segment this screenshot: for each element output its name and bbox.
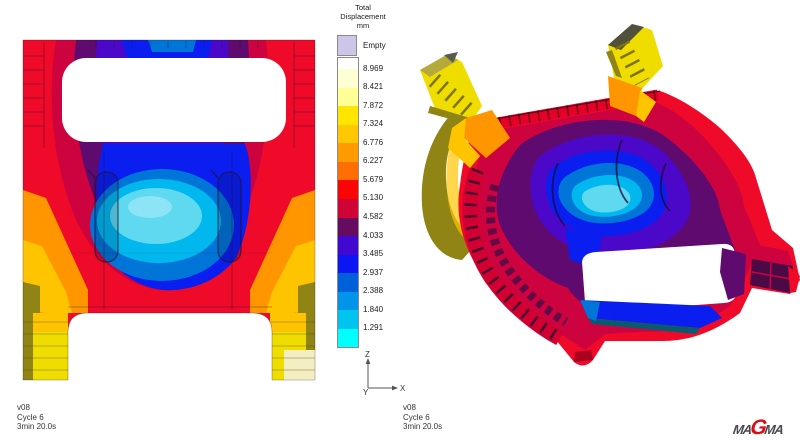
legend-band: [338, 106, 358, 125]
legend-value-label: 5.679: [363, 174, 384, 184]
front-leg-rib-lines: [23, 321, 315, 371]
axis-y-label: Y: [363, 388, 369, 397]
legend-band: [338, 291, 358, 311]
iso-horseshoe-band: [462, 167, 564, 346]
legend-band: [338, 273, 358, 292]
magma-logo: MA G MA: [732, 410, 798, 439]
front-window-opening: [62, 58, 286, 142]
legend-value-label: 4.033: [363, 230, 384, 240]
axis-x-label: X: [400, 384, 405, 393]
legend-band: [338, 180, 358, 199]
iso-junction-orange-left: [464, 110, 510, 158]
front-rib-lines: [23, 41, 315, 310]
iso-window-opening: [582, 243, 737, 312]
legend-value-label: 8.969: [363, 63, 384, 73]
iso-left-rim: [421, 110, 480, 260]
iso-right-pillar: [720, 248, 746, 300]
legend-band: [338, 254, 358, 274]
iso-window-sill-blue: [580, 300, 722, 328]
legend-band: [338, 143, 358, 162]
legend-empty-label: Empty: [363, 41, 386, 50]
iso-foot-front: [574, 350, 593, 362]
iso-view-caption: v08 Cycle 6 3min 20.0s: [403, 403, 443, 431]
legend-band: [338, 236, 358, 255]
legend-value-label: 1.840: [363, 304, 384, 314]
legend-value-label: 1.291: [363, 323, 384, 333]
front-view-caption: v08 Cycle 6 3min 20.0s: [17, 403, 57, 431]
legend-value-label: 2.388: [363, 286, 384, 296]
isometric-view-viewport[interactable]: [400, 10, 800, 402]
iso-junction-orange-right: [608, 76, 642, 116]
legend-value-label: 5.130: [363, 193, 384, 203]
front-leg-pale-right: [284, 350, 315, 380]
legend-value-label: 4.582: [363, 212, 384, 222]
legend-value-label: 8.421: [363, 82, 384, 92]
legend-value-label: 7.324: [363, 119, 384, 129]
legend-empty-swatch: [337, 35, 357, 56]
front-ejector-slots: [87, 169, 242, 263]
front-body-outline: [22, 39, 316, 381]
legend-band: [338, 217, 358, 237]
iso-foot-right: [747, 243, 800, 293]
legend-band: [338, 124, 358, 144]
legend-band: [338, 87, 358, 107]
legend-value-label: 7.872: [363, 100, 384, 110]
legend-value-label: 6.776: [363, 137, 384, 147]
legend-band: [338, 69, 358, 88]
iso-leg-right: [606, 24, 663, 91]
legend-value-label: 2.937: [363, 267, 384, 277]
logo-text-accent: G: [748, 416, 768, 439]
legend-band: [338, 161, 358, 181]
legend-color-bar: [337, 57, 359, 348]
logo-text-suffix: MA: [763, 422, 784, 437]
legend-band: [338, 58, 358, 69]
iso-pin-outlines: [551, 139, 671, 227]
legend-band: [338, 198, 358, 218]
front-top-azure-strip: [148, 40, 196, 52]
legend-title: Total Displacement mm: [340, 3, 386, 30]
iso-leg-left: [420, 52, 482, 123]
front-view-viewport[interactable]: [0, 0, 340, 400]
axis-z-label: Z: [365, 350, 370, 359]
legend-value-label: 6.227: [363, 156, 384, 166]
legend-band: [338, 328, 358, 347]
axis-triad: Z X Y: [363, 350, 405, 397]
front-contour-core: [128, 196, 172, 218]
legend-band: [338, 310, 358, 329]
iso-contour-lightcyan: [581, 184, 631, 213]
legend-value-label: 3.485: [363, 249, 384, 259]
